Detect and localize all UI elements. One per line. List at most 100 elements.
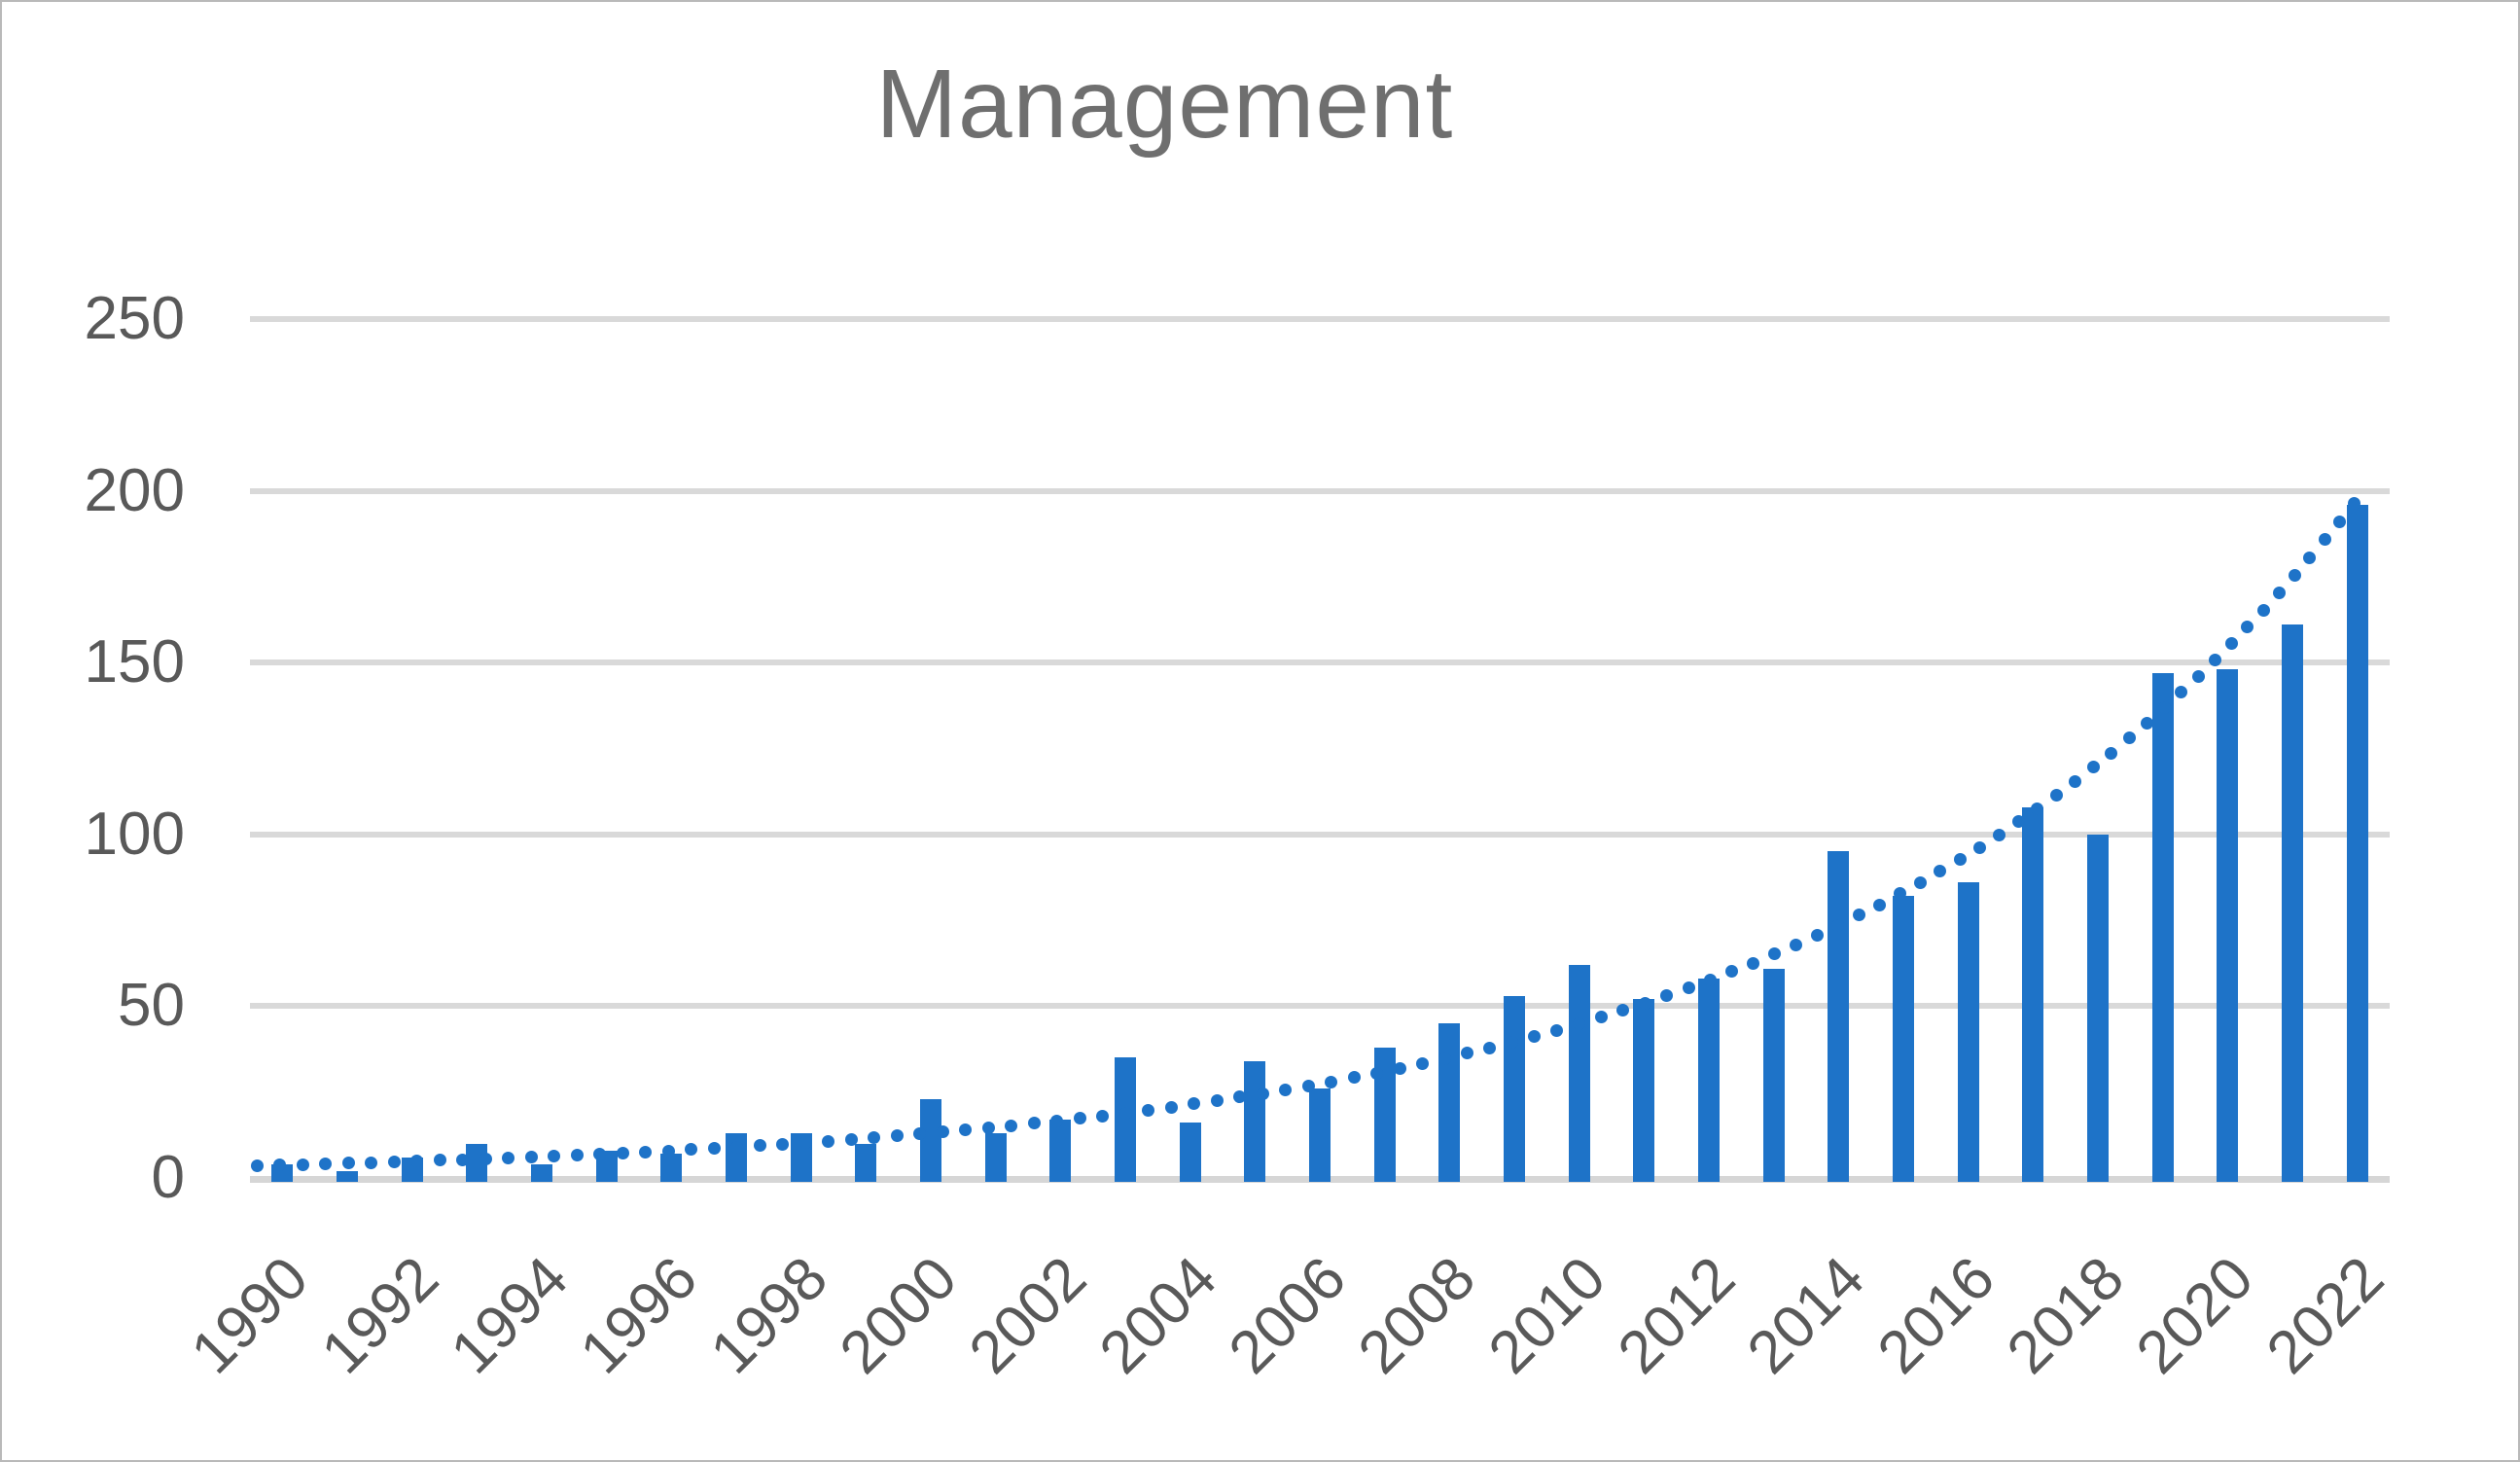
y-tick-label-200: 200	[84, 457, 185, 524]
x-tick-label-2012: 2012	[1605, 1244, 1749, 1387]
x-tick-label-2022: 2022	[2254, 1244, 2397, 1387]
trend-dot	[2209, 654, 2221, 666]
bar-2022	[2347, 505, 2368, 1182]
trend-dot	[2319, 533, 2331, 546]
trend-dot	[2175, 686, 2187, 698]
trend-dot	[1506, 1036, 1518, 1049]
trend-dot	[548, 1150, 560, 1162]
x-tick-label-2006: 2006	[1216, 1244, 1360, 1387]
trend-dot	[1302, 1080, 1315, 1092]
y-tick-label-150: 150	[84, 628, 185, 695]
trend-dot	[754, 1139, 766, 1152]
trend-dot	[1934, 865, 1946, 877]
trend-dot	[845, 1133, 858, 1146]
trend-dot	[502, 1152, 515, 1164]
trend-dot	[1325, 1076, 1337, 1088]
trend-dot	[251, 1159, 264, 1172]
bar-2013	[1763, 969, 1785, 1182]
trend-dot	[1768, 947, 1781, 960]
trend-dot	[1096, 1110, 1109, 1123]
trend-dot	[1747, 957, 1759, 970]
trend-dot	[639, 1146, 652, 1159]
x-tick-label-2004: 2004	[1086, 1244, 1230, 1387]
trend-dot	[1233, 1090, 1246, 1103]
trend-dot	[525, 1151, 538, 1163]
bar-2010	[1569, 965, 1590, 1182]
x-tick-label-2000: 2000	[827, 1244, 971, 1387]
trend-dot	[1550, 1024, 1563, 1037]
bar-2003	[1115, 1057, 1136, 1182]
x-tick-label-1998: 1998	[697, 1244, 841, 1387]
trend-dot	[662, 1145, 675, 1158]
gridline-250	[250, 316, 2390, 322]
trend-dot	[1993, 829, 2005, 841]
trend-dot	[1811, 929, 1824, 942]
trend-dot	[2105, 747, 2117, 760]
x-tick-label-2014: 2014	[1734, 1244, 1878, 1387]
x-tick-label-1990: 1990	[178, 1244, 322, 1387]
trend-dot	[342, 1157, 355, 1169]
bar-2005	[1244, 1061, 1265, 1182]
trend-dot	[1257, 1088, 1269, 1100]
trend-dot	[617, 1147, 629, 1159]
trend-dot	[2289, 569, 2301, 582]
trend-dot	[593, 1148, 606, 1160]
trend-dot	[868, 1131, 880, 1144]
trend-dot	[1853, 909, 1865, 921]
trend-dot	[1370, 1067, 1383, 1080]
trend-dot	[434, 1154, 446, 1166]
trend-dot	[1050, 1115, 1063, 1127]
trend-dot	[1660, 989, 1673, 1002]
bar-2007	[1374, 1048, 1396, 1182]
trend-dot	[1188, 1097, 1200, 1110]
trend-dot	[959, 1123, 972, 1136]
trend-dot	[799, 1136, 812, 1149]
x-tick-label-1996: 1996	[567, 1244, 711, 1387]
trend-dot	[2031, 802, 2043, 815]
trend-dot	[1416, 1057, 1429, 1070]
bar-1991	[337, 1171, 358, 1182]
trend-dot	[1873, 899, 1886, 911]
bar-2011	[1633, 999, 1654, 1182]
gridline-150	[250, 660, 2390, 665]
x-tick-label-2018: 2018	[1994, 1244, 2138, 1387]
trend-dot	[2333, 516, 2346, 528]
bar-2002	[1049, 1120, 1071, 1182]
trend-dot	[1616, 1004, 1629, 1016]
trend-dot	[1279, 1084, 1292, 1096]
trend-dot	[1165, 1101, 1178, 1114]
trend-dot	[2192, 670, 2205, 683]
trend-dot	[1528, 1030, 1541, 1043]
bar-2008	[1438, 1023, 1460, 1182]
bar-2017	[2022, 807, 2043, 1182]
x-tick-label-1994: 1994	[438, 1244, 582, 1387]
bar-2014	[1828, 851, 1849, 1182]
y-tick-label-250: 250	[84, 285, 185, 352]
trend-dot	[913, 1127, 926, 1140]
bar-2021	[2282, 624, 2303, 1182]
trend-dot	[1683, 981, 1695, 994]
trend-dot	[2141, 717, 2153, 730]
trend-dot	[1005, 1120, 1017, 1132]
trend-dot	[822, 1135, 834, 1148]
y-tick-label-100: 100	[84, 801, 185, 868]
trend-dot	[1074, 1112, 1086, 1124]
trend-dot	[1973, 841, 1986, 854]
trend-dot	[456, 1154, 469, 1166]
trend-dot	[1790, 939, 1802, 951]
trend-dot	[1483, 1042, 1496, 1054]
trend-dot	[2050, 789, 2063, 802]
trend-dot	[273, 1159, 286, 1171]
trend-dot	[1348, 1071, 1361, 1084]
chart-title: Management	[875, 50, 1454, 159]
trend-dot	[2225, 637, 2238, 650]
trend-dot	[410, 1155, 423, 1167]
trend-dot	[937, 1125, 949, 1138]
trend-dot	[2012, 815, 2025, 828]
trend-dot	[1894, 887, 1906, 900]
trend-dot	[1831, 919, 1844, 932]
trend-dot	[1394, 1062, 1406, 1075]
bar-2019	[2152, 673, 2174, 1182]
trend-dot	[1725, 965, 1738, 978]
